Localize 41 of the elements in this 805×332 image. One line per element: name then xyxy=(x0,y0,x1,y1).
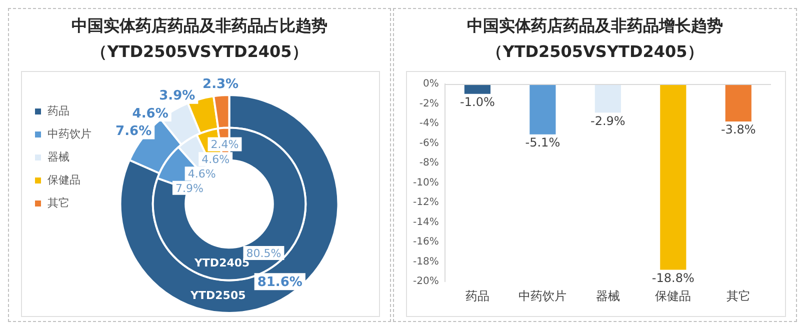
legend-label: 中药饮片 xyxy=(48,127,92,140)
x-tick-label: 器械 xyxy=(596,288,620,303)
x-tick-label: 保健品 xyxy=(655,288,692,303)
chart-subtitle: （YTD2505VSYTD2405） xyxy=(90,41,309,63)
legend-label: 其它 xyxy=(48,196,70,210)
chart-title: 中国实体药店药品及非药品增长趋势 xyxy=(466,15,724,37)
y-tick-label: -12% xyxy=(412,197,439,208)
y-tick-label: 0% xyxy=(422,78,439,90)
data-label: 81.6% xyxy=(257,274,302,290)
data-label: -5.1% xyxy=(525,136,560,150)
x-tick-label: 药品 xyxy=(465,288,490,303)
data-label: 80.5% xyxy=(246,246,282,260)
y-tick-label: -4% xyxy=(419,118,439,130)
y-tick-label: -2% xyxy=(419,98,439,110)
legend-label: 器械 xyxy=(48,150,70,164)
x-tick-label: 中药饮片 xyxy=(518,288,567,303)
legend-label: 药品 xyxy=(48,104,70,118)
data-label: 2.4% xyxy=(210,138,239,152)
legend-label: 保健品 xyxy=(48,173,80,186)
y-tick-label: -20% xyxy=(412,276,439,288)
chart-subtitle: （YTD2505VSYTD2405） xyxy=(486,41,704,63)
y-tick-label: -8% xyxy=(419,158,439,169)
x-tick-label: 其它 xyxy=(726,288,750,303)
data-label: 2.3% xyxy=(202,77,239,92)
data-label: 4.6% xyxy=(188,167,216,180)
data-label: -18.8% xyxy=(652,270,694,285)
slice-label: YTD2505 xyxy=(190,288,246,302)
data-label: 7.9% xyxy=(175,182,204,195)
y-tick-label: -10% xyxy=(412,177,439,188)
y-tick-label: -6% xyxy=(419,138,439,149)
data-label: 7.6% xyxy=(116,124,152,140)
chart-title: 中国实体药店药品及非药品占比趋势 xyxy=(70,15,328,37)
data-label: 3.9% xyxy=(159,88,196,104)
data-label: -1.0% xyxy=(460,95,495,110)
data-label: -3.8% xyxy=(720,122,756,137)
data-label: 4.6% xyxy=(202,152,230,166)
data-label: 4.6% xyxy=(132,106,168,122)
data-label: -2.9% xyxy=(590,114,626,128)
y-tick-label: -16% xyxy=(412,236,439,248)
y-tick-label: -18% xyxy=(412,256,439,268)
y-tick-label: -14% xyxy=(412,216,439,228)
